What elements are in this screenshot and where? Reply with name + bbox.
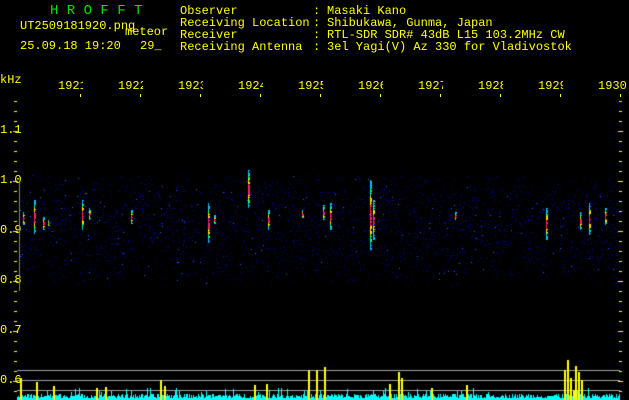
mode-label: meteor: [125, 25, 169, 39]
time-tick-mark: [260, 94, 261, 97]
count: 29_: [140, 39, 162, 53]
time-tick-label: 1925: [298, 80, 323, 92]
observer-label: Observer: [180, 4, 238, 18]
colon: :: [313, 28, 321, 42]
filename: UT2509181920.png: [20, 19, 136, 33]
location-value: Shibukawa, Gunma, Japan: [327, 16, 493, 30]
app-title: H R O F F T: [50, 3, 143, 19]
antenna-value: 3el Yagi(V) Az 330 for Vladivostok: [327, 40, 572, 54]
time-tick-label: 1923: [178, 80, 203, 92]
receiver-label: Receiver: [180, 28, 238, 42]
time-tick-label: 1927: [418, 80, 443, 92]
location-label: Receiving Location: [180, 16, 310, 30]
unit-label: kHz: [0, 73, 22, 87]
time-tick-mark: [620, 94, 621, 97]
time-tick-label: 1928: [478, 80, 503, 92]
time-tick-mark: [80, 94, 81, 97]
time-tick-mark: [440, 94, 441, 97]
time-tick-label: 1930: [598, 80, 627, 92]
time-tick-label: 1924: [238, 80, 263, 92]
time-tick-label: 1922: [118, 80, 143, 92]
time-tick-label: 1929: [538, 80, 563, 92]
spectrogram: [0, 100, 629, 400]
time-tick-mark: [320, 94, 321, 97]
time-tick-mark: [140, 94, 141, 97]
datetime: 25.09.18 19:20: [20, 39, 121, 53]
time-tick-mark: [500, 94, 501, 97]
time-tick-mark: [200, 94, 201, 97]
antenna-label: Receiving Antenna: [180, 40, 303, 54]
time-tick-label: 1926: [358, 80, 383, 92]
colon: :: [313, 40, 321, 54]
receiver-value: RTL-SDR SDR# 43dB L15 103.2MHz CW: [327, 28, 565, 42]
observer-value: Masaki Kano: [327, 4, 407, 18]
time-tick-mark: [380, 94, 381, 97]
time-tick-mark: [560, 94, 561, 97]
colon: :: [313, 4, 321, 18]
colon: :: [313, 16, 321, 30]
